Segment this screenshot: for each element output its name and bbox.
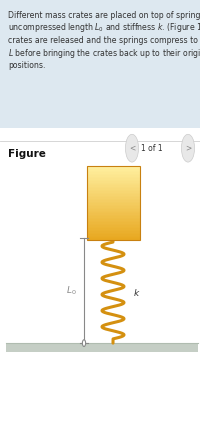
Text: Different mass crates are placed on top of springs of
uncompressed length $L_0$ : Different mass crates are placed on top … xyxy=(8,11,200,70)
Bar xyxy=(87,212,140,213)
Bar xyxy=(87,181,140,183)
Bar xyxy=(87,215,140,216)
Text: Figure: Figure xyxy=(8,149,46,159)
Bar xyxy=(87,197,140,199)
Bar xyxy=(87,199,140,200)
Bar xyxy=(87,234,140,235)
Bar xyxy=(87,221,140,222)
Text: $k$: $k$ xyxy=(133,287,141,298)
Bar xyxy=(87,229,140,231)
Bar xyxy=(87,232,140,234)
Bar xyxy=(87,184,140,185)
Bar xyxy=(87,185,140,187)
Bar xyxy=(0,145,200,421)
Circle shape xyxy=(181,134,195,162)
Bar xyxy=(87,205,140,206)
Bar xyxy=(87,189,140,190)
Bar xyxy=(87,175,140,177)
Bar xyxy=(87,231,140,232)
Bar xyxy=(87,202,140,203)
Bar xyxy=(87,196,140,197)
Bar xyxy=(87,172,140,173)
Bar xyxy=(87,222,140,224)
Bar xyxy=(87,200,140,202)
Bar xyxy=(0,0,200,128)
Bar xyxy=(87,219,140,221)
Bar xyxy=(87,228,140,229)
Bar xyxy=(87,174,140,175)
Bar xyxy=(87,190,140,191)
Circle shape xyxy=(125,134,139,162)
Bar xyxy=(87,193,140,195)
Bar xyxy=(87,177,140,178)
Bar xyxy=(6,343,198,352)
Circle shape xyxy=(82,340,86,346)
Bar xyxy=(87,169,140,171)
Bar xyxy=(87,216,140,218)
Bar xyxy=(87,206,140,208)
Text: $L_0$: $L_0$ xyxy=(66,284,76,297)
Text: 1 of 1: 1 of 1 xyxy=(141,144,163,153)
Bar xyxy=(87,178,140,179)
Bar xyxy=(87,237,140,238)
Bar xyxy=(87,195,140,196)
Bar xyxy=(87,183,140,184)
Text: >: > xyxy=(185,144,191,153)
Bar xyxy=(87,218,140,219)
Bar xyxy=(87,191,140,193)
Bar xyxy=(87,213,140,215)
Bar xyxy=(87,166,140,240)
Text: <: < xyxy=(129,144,135,153)
Bar xyxy=(87,224,140,225)
Bar xyxy=(87,180,140,181)
Bar xyxy=(87,226,140,228)
Bar xyxy=(87,168,140,169)
Bar xyxy=(87,209,140,210)
Bar xyxy=(87,225,140,226)
Bar xyxy=(87,203,140,205)
Bar xyxy=(87,208,140,209)
Bar xyxy=(87,238,140,240)
Bar xyxy=(87,166,140,168)
Bar xyxy=(87,187,140,189)
Bar xyxy=(87,210,140,212)
Bar xyxy=(87,235,140,237)
Bar xyxy=(87,171,140,172)
